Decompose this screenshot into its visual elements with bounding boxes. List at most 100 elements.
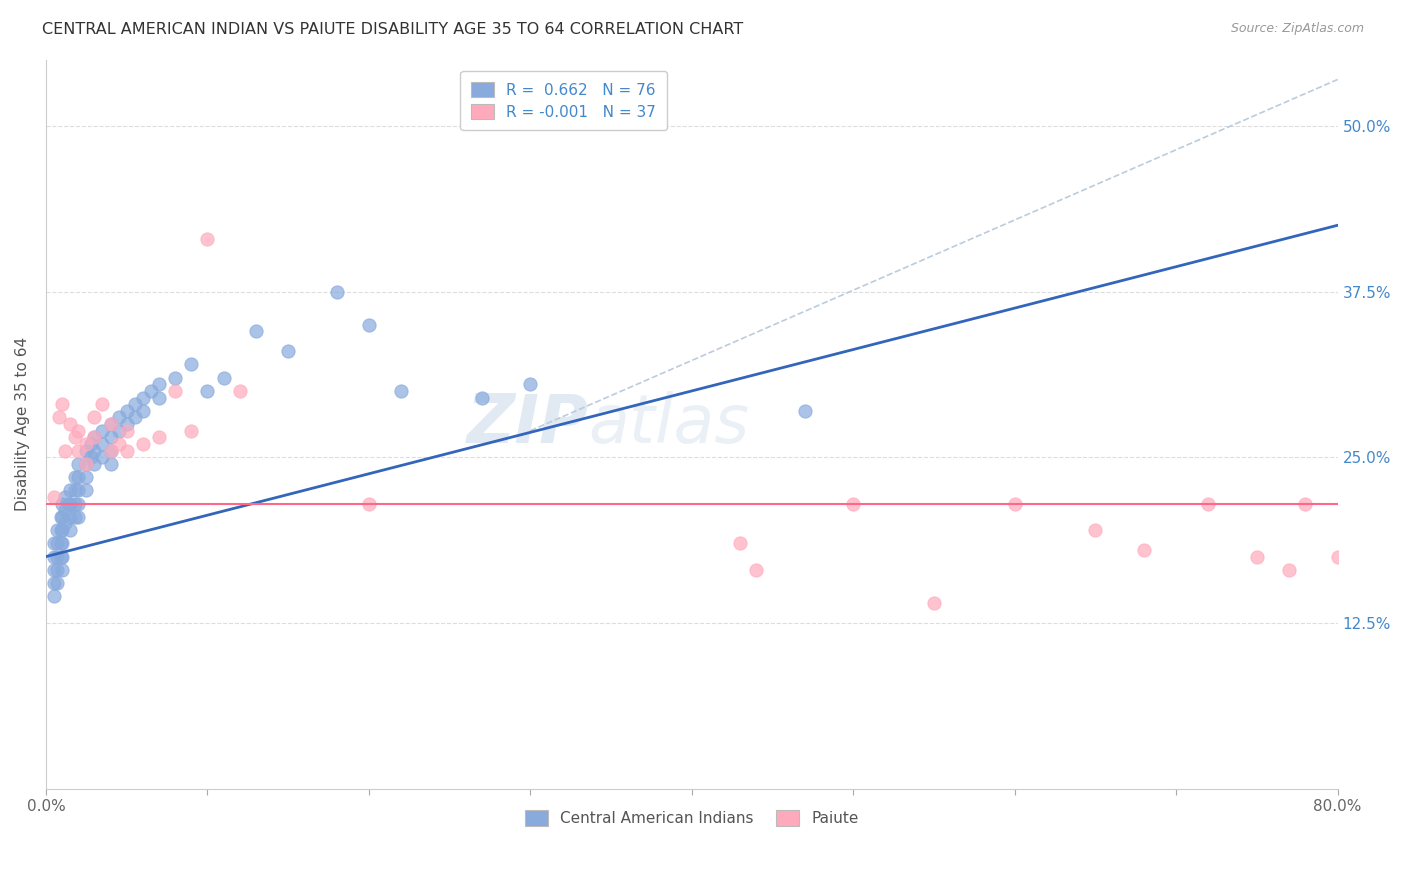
Point <box>180 424 202 438</box>
Point <box>389 384 412 398</box>
Point <box>100 443 122 458</box>
Point <box>1294 497 1316 511</box>
Point <box>67 509 90 524</box>
Point <box>48 410 70 425</box>
Point <box>51 509 73 524</box>
Point <box>75 470 97 484</box>
Point <box>471 391 494 405</box>
Point <box>75 457 97 471</box>
Text: atlas: atlas <box>589 391 749 457</box>
Point <box>1004 497 1026 511</box>
Point <box>59 509 82 524</box>
Point <box>46 523 69 537</box>
Point <box>165 384 187 398</box>
Point <box>91 424 114 438</box>
Point <box>107 410 129 425</box>
Point <box>357 318 380 332</box>
Point <box>83 457 105 471</box>
Point <box>67 483 90 498</box>
Point <box>139 384 162 398</box>
Point <box>80 450 103 465</box>
Point <box>165 370 187 384</box>
Point <box>728 536 751 550</box>
Point <box>51 397 73 411</box>
Point <box>58 497 80 511</box>
Point <box>51 497 73 511</box>
Point <box>148 377 170 392</box>
Point <box>51 563 73 577</box>
Point <box>100 430 122 444</box>
Point <box>83 443 105 458</box>
Point <box>67 470 90 484</box>
Legend: Central American Indians, Paiute: Central American Indians, Paiute <box>516 801 868 836</box>
Point <box>42 490 65 504</box>
Point <box>245 324 267 338</box>
Point <box>115 404 138 418</box>
Point <box>1133 543 1156 558</box>
Point <box>124 410 146 425</box>
Point <box>75 443 97 458</box>
Point <box>46 563 69 577</box>
Point <box>53 503 76 517</box>
Point <box>1278 563 1301 577</box>
Point <box>180 358 202 372</box>
Point <box>67 497 90 511</box>
Point <box>1246 549 1268 564</box>
Point <box>42 563 65 577</box>
Point <box>42 549 65 564</box>
Point <box>357 497 380 511</box>
Point <box>83 410 105 425</box>
Point <box>75 483 97 498</box>
Point <box>59 483 82 498</box>
Point <box>132 391 155 405</box>
Point <box>148 391 170 405</box>
Point <box>51 549 73 564</box>
Point <box>228 384 250 398</box>
Point <box>63 483 86 498</box>
Point <box>1084 523 1107 537</box>
Point <box>107 424 129 438</box>
Point <box>51 536 73 550</box>
Point <box>325 285 347 299</box>
Point <box>83 430 105 444</box>
Point <box>42 590 65 604</box>
Point <box>59 523 82 537</box>
Point <box>100 417 122 431</box>
Text: ZIP: ZIP <box>467 391 589 457</box>
Point <box>46 549 69 564</box>
Point <box>67 457 90 471</box>
Point <box>59 497 82 511</box>
Point <box>793 404 815 418</box>
Point <box>1326 549 1348 564</box>
Point <box>67 443 90 458</box>
Text: CENTRAL AMERICAN INDIAN VS PAIUTE DISABILITY AGE 35 TO 64 CORRELATION CHART: CENTRAL AMERICAN INDIAN VS PAIUTE DISABI… <box>42 22 744 37</box>
Point <box>53 516 76 531</box>
Text: Source: ZipAtlas.com: Source: ZipAtlas.com <box>1230 22 1364 36</box>
Point <box>51 523 73 537</box>
Point <box>115 424 138 438</box>
Point <box>59 417 82 431</box>
Point <box>80 437 103 451</box>
Point <box>63 430 86 444</box>
Point <box>46 536 69 550</box>
Point <box>519 377 541 392</box>
Point <box>100 457 122 471</box>
Point <box>67 424 90 438</box>
Point <box>100 417 122 431</box>
Point <box>277 344 299 359</box>
Point <box>49 536 72 550</box>
Point <box>115 417 138 431</box>
Point <box>922 596 945 610</box>
Point <box>63 497 86 511</box>
Point <box>91 397 114 411</box>
Point <box>842 497 865 511</box>
Point <box>83 430 105 444</box>
Point <box>91 450 114 465</box>
Point <box>42 536 65 550</box>
Point <box>42 576 65 591</box>
Point <box>53 490 76 504</box>
Point <box>197 231 219 245</box>
Point <box>115 443 138 458</box>
Point <box>212 370 235 384</box>
Point <box>46 576 69 591</box>
